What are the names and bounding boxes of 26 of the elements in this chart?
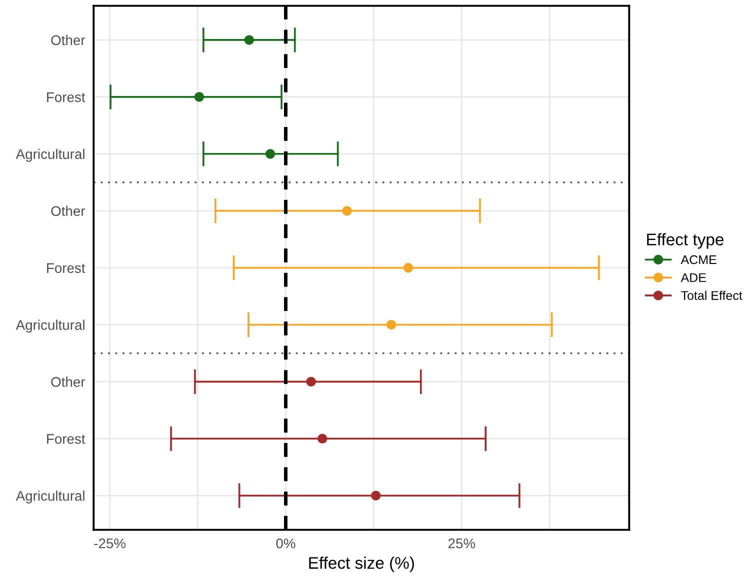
y-tick-label: Forest	[47, 92, 86, 102]
y-tick-label: Agricultural	[16, 490, 84, 504]
x-tick-label: 0%	[276, 538, 296, 548]
x-tick-label: -25%	[94, 538, 126, 548]
y-tick-label: Other	[51, 206, 86, 216]
y-tick-label: Other	[51, 34, 86, 46]
y-tick-label: Other	[51, 376, 86, 387]
legend-label: ACME	[680, 255, 716, 264]
point	[306, 376, 316, 387]
legend-label: Total Effect	[681, 290, 742, 300]
legend-label: ADE	[680, 273, 706, 282]
y-tick-label: Forest	[47, 434, 86, 444]
legend-title: Effect type	[647, 233, 724, 249]
y-tick-label: Agricultural	[16, 148, 84, 162]
point	[342, 206, 352, 216]
point	[386, 320, 396, 330]
point	[244, 35, 254, 45]
point	[265, 149, 276, 159]
y-tick-label: Forest	[47, 263, 86, 273]
x-tick-label: 25%	[448, 538, 476, 548]
point	[370, 490, 381, 500]
point	[403, 262, 414, 273]
y-tick-label: Agricultural	[16, 320, 84, 333]
point	[194, 92, 204, 102]
x-axis-title: Effect size (%)	[309, 556, 414, 572]
point	[317, 434, 328, 444]
